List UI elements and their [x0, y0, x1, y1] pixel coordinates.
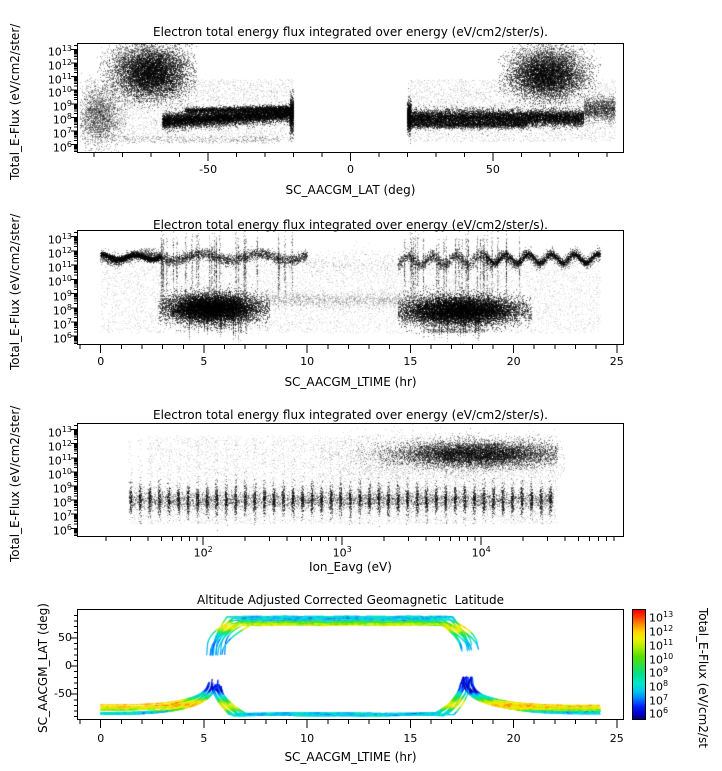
colorbar-tick-label: 1010: [649, 651, 674, 667]
colorbar-tick-label: 106: [649, 706, 669, 722]
panel-flux-vs-ltime-title: Electron total energy flux integrated ov…: [153, 218, 548, 232]
y-tick-label: 106: [52, 139, 72, 155]
panel-flux-vs-lat-title: Electron total energy flux integrated ov…: [153, 25, 548, 39]
x-tick-label: 25: [609, 355, 624, 368]
x-tick-label: 10: [300, 732, 315, 745]
colorbar-tick-label: 1013: [649, 610, 674, 626]
y-tick-label: 1010: [47, 274, 72, 289]
y-tick-label: 1012: [47, 438, 72, 454]
y-tick-label: 1013: [47, 44, 72, 60]
colorbar-label: Total_E-Flux (eV/cm2/st: [696, 608, 710, 748]
x-tick-label: 20: [506, 355, 521, 368]
colorbar-tick-label: 1012: [649, 624, 674, 639]
x-tick-label: 104: [471, 545, 491, 560]
y-tick-label: 109: [52, 98, 72, 114]
y-tick-label: 109: [52, 480, 72, 496]
panel-flux-vs-ion-eavg-plot-canvas: [78, 424, 623, 536]
x-tick-label: 10: [300, 355, 315, 368]
colorbar-tick-label: 107: [649, 692, 669, 708]
y-tick-label: 1010: [47, 85, 72, 100]
y-tick-label: 50: [58, 630, 72, 644]
panel-lat-vs-ltime-title: Altitude Adjusted Corrected Geomagnetic …: [197, 593, 504, 607]
x-tick-label: 15: [403, 355, 418, 368]
panel-flux-vs-ion-eavg-title: Electron total energy flux integrated ov…: [153, 408, 548, 422]
colorbar-tick-label: 109: [649, 665, 669, 680]
x-tick-label: 102: [193, 545, 213, 560]
x-tick-label: 20: [506, 732, 521, 745]
y-tick-label: 1013: [47, 231, 72, 247]
panel-flux-vs-lat-y-axis-label: Total_E-Flux (eV/cm2/ster/: [8, 23, 22, 181]
x-tick-label: 15: [403, 732, 418, 745]
y-tick-label: 1012: [47, 245, 72, 261]
colorbar-gradient: [633, 610, 645, 719]
x-tick-label: 5: [200, 732, 208, 745]
y-tick-label: 108: [52, 302, 72, 318]
y-tick-label: 108: [52, 495, 72, 510]
y-tick-label: 106: [52, 523, 72, 538]
y-tick-label: 1010: [47, 466, 72, 482]
panel-flux-vs-ltime-x-axis-label: SC_AACGM_LTIME (hr): [284, 375, 417, 389]
x-tick-label: 0: [347, 163, 354, 176]
x-tick-label: 103: [332, 545, 352, 560]
panel-flux-vs-ltime-plot-canvas: [78, 231, 623, 344]
colorbar-tick-label: 1011: [649, 637, 674, 653]
x-tick-label: -50: [199, 163, 218, 176]
panel-flux-vs-lat-x-axis-label: SC_AACGM_LAT (deg): [285, 183, 416, 197]
y-tick-label: 1011: [47, 260, 72, 275]
y-tick-label: 107: [52, 125, 72, 141]
x-tick-label: 0: [97, 732, 105, 745]
panel-flux-vs-ion-eavg-y-axis-label: Total_E-Flux (eV/cm2/ster/: [8, 405, 22, 563]
colorbar-tick-label: 108: [649, 679, 669, 694]
panel-lat-vs-ltime-plot-canvas: [78, 610, 623, 719]
x-tick-label: 5: [200, 355, 208, 368]
y-tick-label: 107: [52, 509, 72, 524]
panel-lat-vs-ltime-x-axis-label: SC_AACGM_LTIME (hr): [284, 750, 417, 764]
panel-flux-vs-ltime-y-axis-label: Total_E-Flux (eV/cm2/ster/: [8, 213, 22, 370]
x-tick-label: 0: [97, 355, 105, 368]
y-tick-label: 106: [52, 331, 72, 346]
y-tick-label: 108: [52, 112, 72, 127]
y-tick-label: 1013: [47, 424, 72, 440]
y-tick-label: 0: [65, 659, 72, 673]
x-tick-label: 50: [485, 163, 500, 176]
panel-flux-vs-ion-eavg-x-axis-label: Ion_Eavg (eV): [309, 560, 392, 574]
y-tick-label: 1012: [47, 58, 72, 73]
y-tick-label: 107: [52, 316, 72, 332]
y-tick-label: 1011: [47, 452, 72, 468]
panel-flux-vs-lat-plot-canvas: [78, 44, 623, 152]
y-tick-label: 109: [52, 288, 72, 304]
y-tick-label: 1011: [47, 71, 72, 87]
x-tick-label: 25: [609, 732, 624, 745]
y-tick-label: -50: [54, 687, 72, 701]
